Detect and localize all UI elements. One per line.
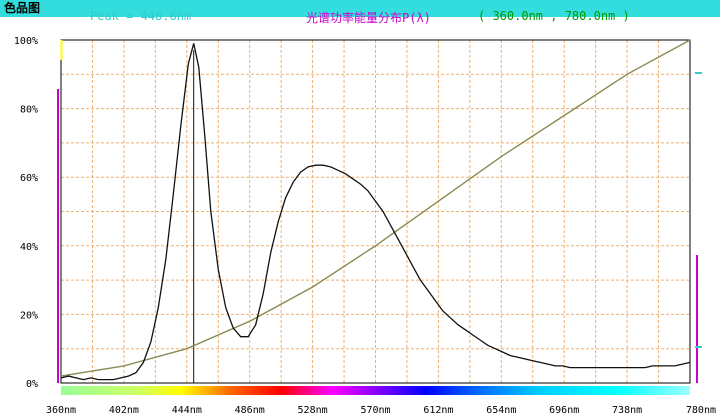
x-tick-label: 528nm <box>298 405 328 416</box>
x-tick-label: 612nm <box>423 405 453 416</box>
y-tick-label: 20% <box>20 310 38 321</box>
wavelength-range: ( 360.0nm , 780.0nm ) <box>478 9 630 23</box>
spectrum-curve <box>60 43 691 381</box>
chromaticity-button[interactable]: 色品图 <box>0 0 720 17</box>
x-tick-label: 738nm <box>612 405 642 416</box>
x-tick-label: 696nm <box>549 405 579 416</box>
y-tick-label: 100% <box>14 36 38 47</box>
x-tick-label: 360nm <box>46 405 76 416</box>
x-tick-label: 486nm <box>235 405 265 416</box>
cumulative-curve <box>60 39 691 377</box>
y-axis-labels: 0% 20% 40% 60% 80% 100% <box>14 36 38 390</box>
x-axis-labels: 360nm 402nm 444nm 486nm 528nm 570nm 612nm 654nm… <box>46 405 716 416</box>
x-tick-label: 570nm <box>360 405 390 416</box>
x-tick-label: 402nm <box>109 405 139 416</box>
y-tick-label: 0% <box>26 379 38 390</box>
peak-readout: Peak = 448.6nm <box>90 9 192 23</box>
y-tick-label: 60% <box>20 173 38 184</box>
y-tick-label: 40% <box>20 242 38 253</box>
plot-frame <box>60 39 691 384</box>
chart-title: 光谱功率能量分布P(λ) <box>306 11 431 25</box>
x-tick-label: 444nm <box>172 405 202 416</box>
y-tick-label: 80% <box>20 105 38 116</box>
x-tick-label: 780nm <box>686 405 716 416</box>
x-tick-label: 654nm <box>486 405 516 416</box>
spectrum-color-bar <box>61 386 690 395</box>
